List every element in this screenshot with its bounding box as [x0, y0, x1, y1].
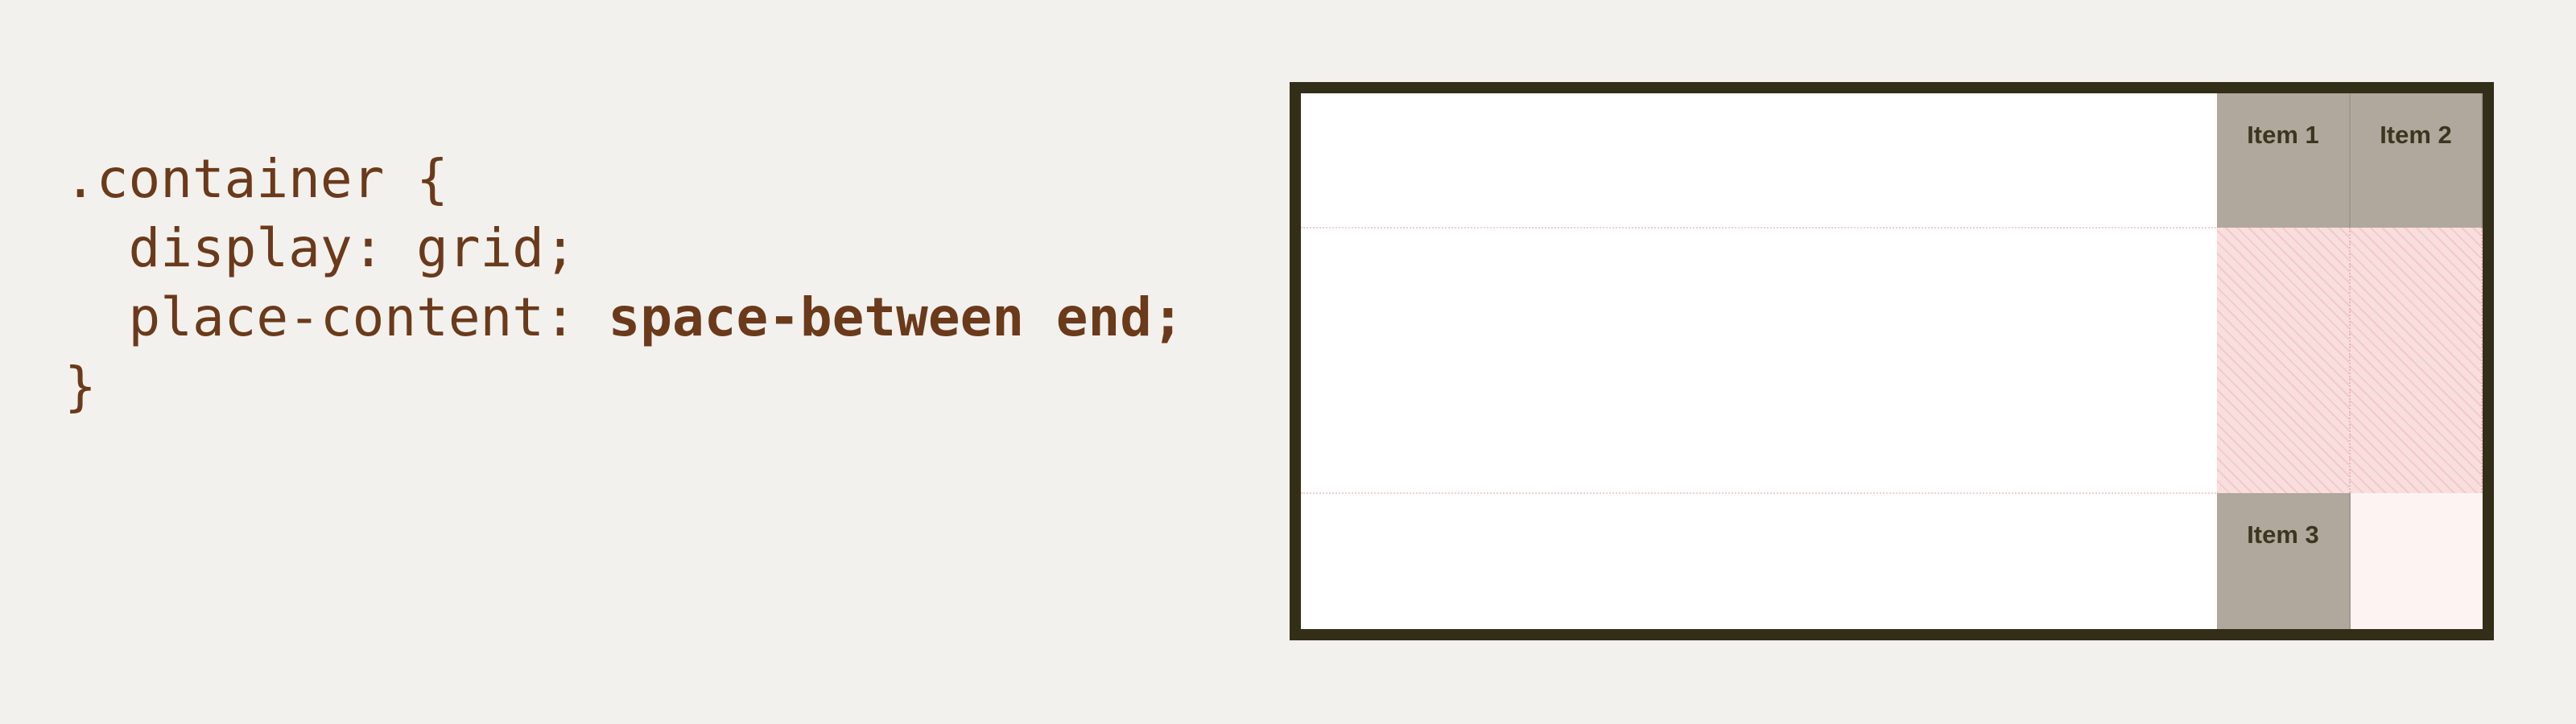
row-gap — [2351, 228, 2483, 493]
grid-container: Item 1 Item 2 Item 3 — [1290, 82, 2494, 640]
grid-item: Item 1 — [2217, 93, 2351, 228]
code-text: } — [64, 356, 97, 418]
code-line: place-content: space-between end; — [64, 283, 1184, 352]
code-block: .container { display: grid; place-conten… — [64, 145, 1184, 422]
row-line — [1301, 492, 2483, 494]
row-line — [1301, 227, 2483, 228]
code-text: display: grid; — [64, 217, 576, 279]
empty-cell — [2351, 493, 2483, 629]
code-text: place-content: — [64, 286, 609, 348]
row-gap — [2217, 228, 2351, 493]
code-line: .container { — [64, 145, 1184, 214]
code-text: .container { — [64, 148, 448, 210]
grid-item: Item 2 — [2351, 93, 2483, 228]
code-line: display: grid; — [64, 214, 1184, 283]
code-line: } — [64, 352, 1184, 422]
grid-item: Item 3 — [2217, 493, 2351, 629]
code-highlight: space-between end; — [608, 286, 1184, 348]
